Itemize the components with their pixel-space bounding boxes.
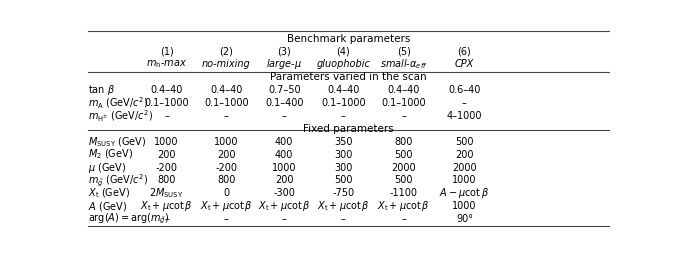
Text: 800: 800 bbox=[394, 137, 413, 147]
Text: 200: 200 bbox=[275, 176, 294, 185]
Text: (2): (2) bbox=[219, 46, 233, 56]
Text: 500: 500 bbox=[394, 176, 413, 185]
Text: $X_{\mathrm{t}}+\mu\cot\beta$: $X_{\mathrm{t}}+\mu\cot\beta$ bbox=[200, 199, 253, 213]
Text: –: – bbox=[462, 98, 467, 108]
Text: (3): (3) bbox=[277, 46, 291, 56]
Text: 800: 800 bbox=[158, 176, 176, 185]
Text: 4–1000: 4–1000 bbox=[447, 111, 482, 121]
Text: 300: 300 bbox=[334, 163, 352, 173]
Text: 2000: 2000 bbox=[392, 163, 416, 173]
Text: –: – bbox=[341, 214, 345, 224]
Text: $m_{\tilde{g}}$ (GeV/$c^{2}$): $m_{\tilde{g}}$ (GeV/$c^{2}$) bbox=[88, 172, 148, 188]
Text: no-mixing: no-mixing bbox=[202, 59, 251, 69]
Text: 0.4–40: 0.4–40 bbox=[150, 85, 183, 95]
Text: $A - \mu\cot\beta$: $A - \mu\cot\beta$ bbox=[439, 186, 490, 200]
Text: $X_{\mathrm{t}}+\mu\cot\beta$: $X_{\mathrm{t}}+\mu\cot\beta$ bbox=[377, 199, 430, 213]
Text: 90°: 90° bbox=[456, 214, 473, 224]
Text: 0.1–1000: 0.1–1000 bbox=[144, 98, 189, 108]
Text: 350: 350 bbox=[334, 137, 352, 147]
Text: 0.1–1000: 0.1–1000 bbox=[321, 98, 366, 108]
Text: (6): (6) bbox=[458, 46, 471, 56]
Text: (4): (4) bbox=[337, 46, 350, 56]
Text: 200: 200 bbox=[217, 150, 235, 160]
Text: 0.4–40: 0.4–40 bbox=[388, 85, 420, 95]
Text: –: – bbox=[341, 111, 345, 121]
Text: $X_{\mathrm{t}}$ (GeV): $X_{\mathrm{t}}$ (GeV) bbox=[88, 187, 130, 200]
Text: gluophobic: gluophobic bbox=[316, 59, 370, 69]
Text: 1000: 1000 bbox=[154, 137, 179, 147]
Text: -200: -200 bbox=[156, 163, 177, 173]
Text: -200: -200 bbox=[216, 163, 237, 173]
Text: $\arg(A) = \arg(m_{\tilde{g}})$: $\arg(A) = \arg(m_{\tilde{g}})$ bbox=[88, 212, 169, 226]
Text: $M_{\mathrm{SUSY}}$ (GeV): $M_{\mathrm{SUSY}}$ (GeV) bbox=[88, 135, 146, 148]
Text: 1000: 1000 bbox=[452, 176, 477, 185]
Text: CPX: CPX bbox=[455, 59, 474, 69]
Text: 2000: 2000 bbox=[452, 163, 477, 173]
Text: $\mu$ (GeV): $\mu$ (GeV) bbox=[88, 161, 126, 174]
Text: 200: 200 bbox=[158, 150, 176, 160]
Text: 0.6–40: 0.6–40 bbox=[448, 85, 481, 95]
Text: (5): (5) bbox=[397, 46, 411, 56]
Text: -300: -300 bbox=[273, 188, 295, 198]
Text: 0.1–1000: 0.1–1000 bbox=[204, 98, 249, 108]
Text: $M_{2}$ (GeV): $M_{2}$ (GeV) bbox=[88, 148, 133, 161]
Text: small-$\alpha_{\it eff}$: small-$\alpha_{\it eff}$ bbox=[380, 58, 428, 71]
Text: 300: 300 bbox=[334, 150, 352, 160]
Text: $A$ (GeV): $A$ (GeV) bbox=[88, 200, 127, 213]
Text: 0.4–40: 0.4–40 bbox=[210, 85, 243, 95]
Text: Fixed parameters: Fixed parameters bbox=[303, 124, 394, 134]
Text: 1000: 1000 bbox=[452, 201, 477, 211]
Text: –: – bbox=[282, 111, 287, 121]
Text: 500: 500 bbox=[394, 150, 413, 160]
Text: $2M_{\mathrm{SUSY}}$: $2M_{\mathrm{SUSY}}$ bbox=[150, 186, 184, 200]
Text: –: – bbox=[224, 111, 228, 121]
Text: 400: 400 bbox=[275, 150, 293, 160]
Text: 1000: 1000 bbox=[214, 137, 239, 147]
Text: –: – bbox=[165, 214, 169, 224]
Text: $m_{\mathrm{H}^{\pm}}$ (GeV/$c^{2}$): $m_{\mathrm{H}^{\pm}}$ (GeV/$c^{2}$) bbox=[88, 108, 153, 124]
Text: Benchmark parameters: Benchmark parameters bbox=[287, 34, 410, 44]
Text: -750: -750 bbox=[332, 188, 354, 198]
Text: –: – bbox=[224, 214, 228, 224]
Text: 400: 400 bbox=[275, 137, 293, 147]
Text: 0: 0 bbox=[223, 188, 229, 198]
Text: $X_{\mathrm{t}}+\mu\cot\beta$: $X_{\mathrm{t}}+\mu\cot\beta$ bbox=[140, 199, 193, 213]
Text: 0.1–1000: 0.1–1000 bbox=[381, 98, 426, 108]
Text: $m_{\mathrm{h}}$-max: $m_{\mathrm{h}}$-max bbox=[146, 59, 187, 70]
Text: -1100: -1100 bbox=[390, 188, 418, 198]
Text: Parameters varied in the scan: Parameters varied in the scan bbox=[270, 72, 427, 82]
Text: 200: 200 bbox=[455, 150, 474, 160]
Text: –: – bbox=[282, 214, 287, 224]
Text: 0.7–50: 0.7–50 bbox=[268, 85, 301, 95]
Text: 0.4–40: 0.4–40 bbox=[327, 85, 360, 95]
Text: large-$\mu$: large-$\mu$ bbox=[266, 58, 303, 72]
Text: 500: 500 bbox=[455, 137, 474, 147]
Text: $X_{\mathrm{t}}+\mu\cot\beta$: $X_{\mathrm{t}}+\mu\cot\beta$ bbox=[317, 199, 370, 213]
Text: –: – bbox=[401, 214, 406, 224]
Text: (1): (1) bbox=[160, 46, 173, 56]
Text: tan $\beta$: tan $\beta$ bbox=[88, 83, 115, 97]
Text: –: – bbox=[165, 111, 169, 121]
Text: 1000: 1000 bbox=[272, 163, 296, 173]
Text: 0.1–400: 0.1–400 bbox=[265, 98, 303, 108]
Text: –: – bbox=[401, 111, 406, 121]
Text: $m_{\mathrm{A}}$ (GeV/$c^{2}$): $m_{\mathrm{A}}$ (GeV/$c^{2}$) bbox=[88, 95, 148, 111]
Text: $X_{\mathrm{t}}+\mu\cot\beta$: $X_{\mathrm{t}}+\mu\cot\beta$ bbox=[258, 199, 311, 213]
Text: 800: 800 bbox=[217, 176, 235, 185]
Text: 500: 500 bbox=[334, 176, 352, 185]
